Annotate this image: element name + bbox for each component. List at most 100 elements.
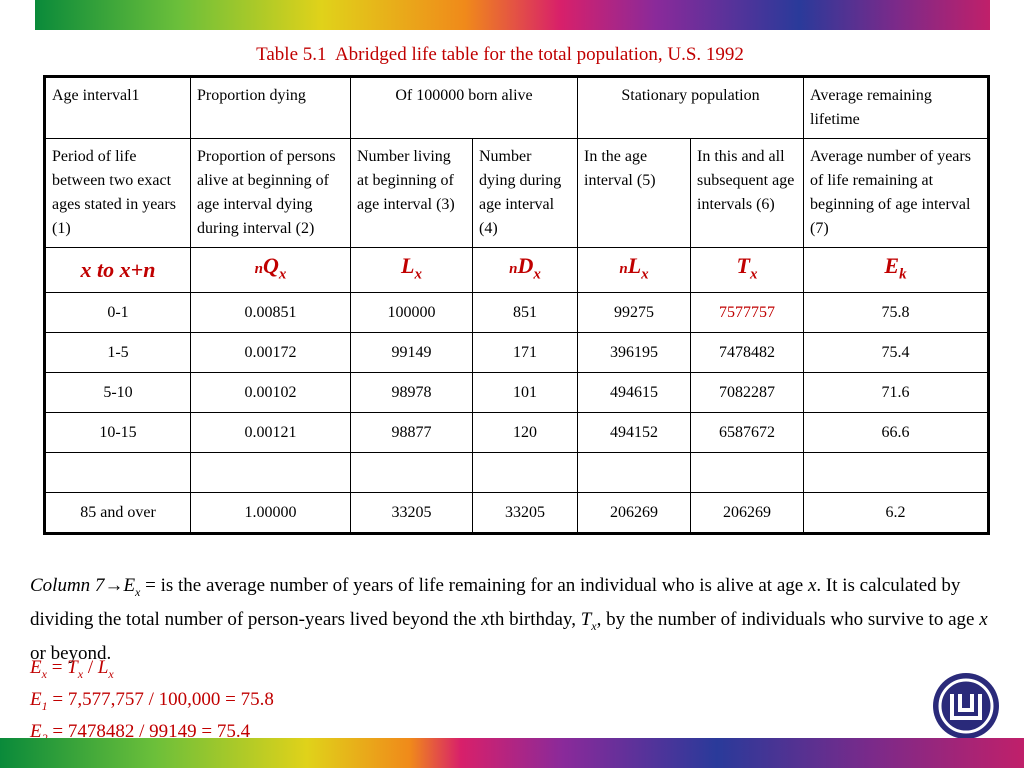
data-row: 10-15 0.00121 98877 120 494152 6587672 66.6 [44, 412, 989, 453]
data-cell: 206269 [577, 492, 691, 534]
empty-cell [190, 452, 351, 493]
note-text: Column 7 [30, 575, 105, 596]
empty-cell [803, 452, 989, 493]
symbol-sub: x [533, 266, 541, 283]
header-cell: Average remaining lifetime [803, 76, 989, 139]
formula-text: 2 [42, 730, 48, 744]
data-cell: 66.6 [803, 412, 989, 453]
data-cell: 5-10 [44, 372, 191, 413]
data-cell: 85 and over [44, 492, 191, 534]
formula-text: x [108, 666, 114, 681]
data-row: 0-1 0.00851 100000 851 99275 7577757 75.8 [44, 292, 989, 333]
header-cell: Age interval1 [44, 76, 191, 139]
data-cell: 0-1 [44, 292, 191, 333]
symbol-row: x to x+n nQx Lx nDx nLx Tx Ek [44, 247, 989, 293]
symbol-cell: Ek [803, 247, 989, 293]
header-cell: Number dying during age interval (4) [472, 138, 578, 248]
symbol-cell: Lx [350, 247, 473, 293]
symbol: T [736, 252, 750, 278]
note-text: or beyond. [30, 642, 112, 664]
data-cell: 0.00172 [190, 332, 351, 373]
data-cell: 10-15 [44, 412, 191, 453]
header-cell: Average number of years of life remainin… [803, 138, 989, 248]
data-cell: 494615 [577, 372, 691, 413]
note-text: x [135, 584, 141, 599]
data-cell: 75.8 [803, 292, 989, 333]
symbol-prefix: n [509, 260, 518, 277]
data-cell: 33205 [472, 492, 578, 534]
note-text: . It is calculated by dividing the total… [30, 575, 961, 630]
header-cell: Proportion of persons alive at beginning… [190, 138, 351, 248]
header-cell: Stationary population [577, 76, 804, 139]
formula-text: 1 [41, 698, 48, 713]
data-cell: 75.4 [803, 332, 989, 373]
empty-cell [577, 452, 691, 493]
note-text: x [979, 608, 988, 630]
notes: Column 7→Ex = is the average number of y… [30, 572, 990, 667]
formula-line: E1 = 7,577,757 / 100,000 = 75.8 [30, 687, 274, 719]
symbol: Q [262, 252, 279, 278]
symbol: L [627, 252, 642, 278]
logo [933, 673, 999, 739]
data-row: 5-10 0.00102 98978 101 494615 7082287 71.6 [44, 372, 989, 413]
note-text: E [123, 575, 136, 596]
bottom-bar [0, 738, 1024, 768]
symbol-cell: nDx [472, 247, 578, 293]
data-cell: 6587672 [690, 412, 804, 453]
formula-text: / [83, 657, 98, 678]
data-row: 85 and over 1.00000 33205 33205 206269 206269… [44, 492, 989, 534]
formula-text: E [30, 688, 42, 710]
data-cell: 98978 [350, 372, 473, 413]
symbol-cell: x to x+n [44, 247, 191, 293]
data-cell: 1.00000 [190, 492, 351, 534]
header-row: Age interval1 Proportion dying Of 100000 b… [44, 76, 989, 139]
data-cell: 7577757 [690, 292, 804, 333]
data-cell: 0.00102 [190, 372, 351, 413]
formula-text: = 7478482 / 99149 = 75.4 [47, 720, 251, 742]
formula-text: E [30, 720, 42, 742]
symbol-prefix: n [254, 260, 263, 277]
formula-line: E2 = 7478482 / 99149 = 75.4 [30, 719, 274, 751]
data-cell: 98877 [350, 412, 473, 453]
note-text: = is the average number of years of life… [140, 575, 808, 596]
symbol-cell: Tx [690, 247, 804, 293]
formula-line: Ex = Tx / Lx [30, 655, 274, 687]
formula-text: T [67, 657, 78, 678]
header-cell: In the age interval (5) [577, 138, 691, 248]
header-row: Period of life between two exact ages st… [44, 138, 989, 248]
note-text: → [104, 575, 124, 596]
empty-row [44, 452, 989, 493]
empty-cell [472, 452, 578, 493]
data-cell: 171 [472, 332, 578, 373]
table-title: Table 5.1 Abridged life table for the to… [256, 44, 744, 65]
note-text: x [807, 575, 817, 596]
data-cell: 100000 [350, 292, 473, 333]
life-table: Age interval1 Proportion dying Of 100000 b… [43, 75, 990, 535]
symbol-sub: x [278, 266, 287, 283]
empty-cell [690, 452, 804, 493]
note-text: x [481, 608, 490, 630]
data-cell: 0.00121 [190, 412, 351, 453]
data-cell: 0.00851 [190, 292, 351, 333]
symbol: L [401, 252, 415, 278]
note-text: th birthday, [489, 608, 581, 630]
data-cell: 494152 [577, 412, 691, 453]
formula-text: x [77, 666, 84, 681]
symbol-prefix: n [619, 260, 628, 277]
empty-cell [350, 452, 473, 493]
data-cell: 396195 [577, 332, 691, 373]
data-cell: 99275 [577, 292, 691, 333]
symbol: E [884, 252, 900, 278]
header-cell: Number living at beginning of age interv… [350, 138, 473, 248]
data-cell: 99149 [350, 332, 473, 373]
header-cell: Of 100000 born alive [350, 76, 578, 139]
symbol-sub: x [414, 266, 422, 283]
note-text: , by the number of individuals who survi… [596, 608, 980, 630]
header-cell: Proportion dying [190, 76, 351, 139]
symbol-sub: k [899, 266, 907, 283]
data-cell: 120 [472, 412, 578, 453]
symbol-sub: x [749, 266, 758, 283]
symbol-cell: nLx [577, 247, 691, 293]
formula-text: E [30, 657, 42, 678]
data-cell: 33205 [350, 492, 473, 534]
